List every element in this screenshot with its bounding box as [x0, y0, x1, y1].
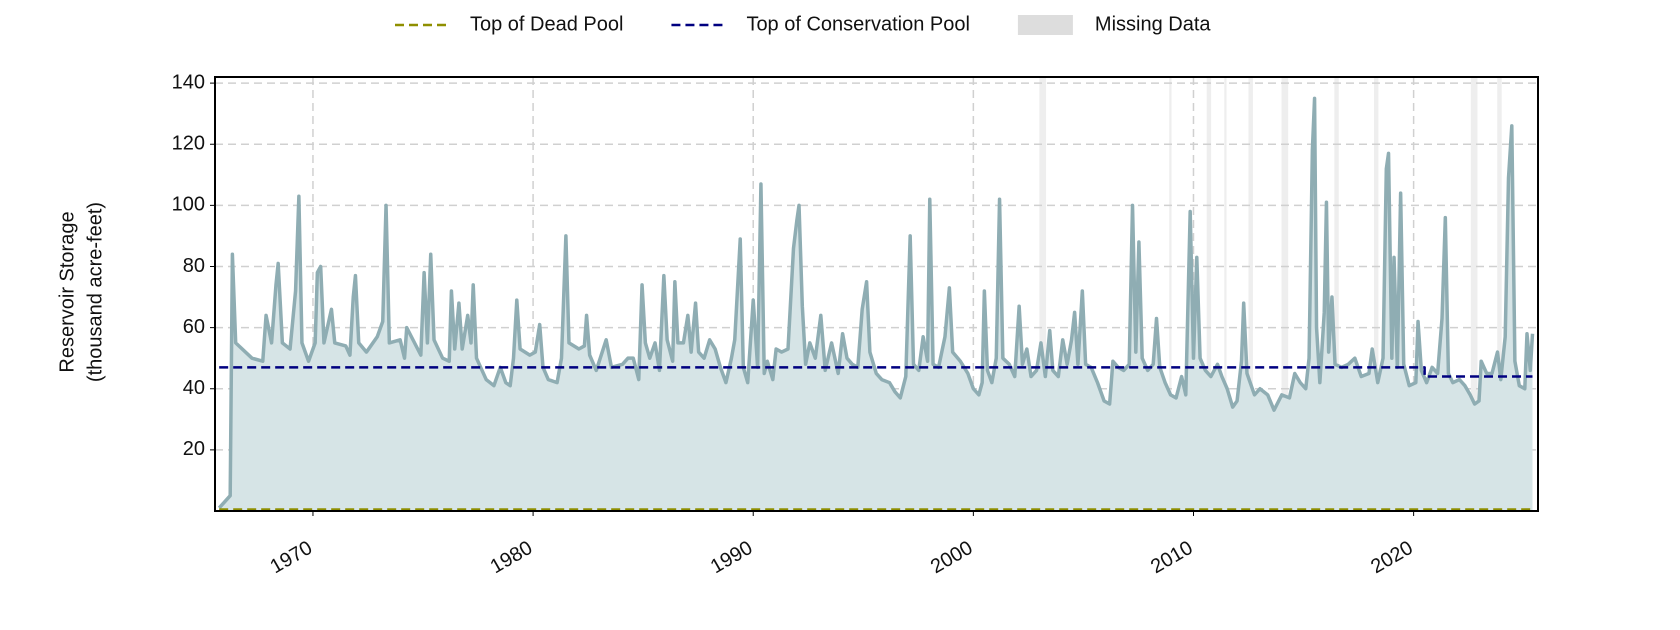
missing-span	[1248, 77, 1253, 511]
plot-frame	[214, 76, 1539, 512]
missing-span	[1334, 77, 1339, 511]
missing-span	[1169, 77, 1172, 511]
x-tick-label: 1980	[487, 537, 537, 578]
missing-span	[1374, 77, 1379, 511]
missing-span	[1039, 77, 1047, 511]
y-tick-label: 120	[172, 133, 205, 155]
y-axis-label-line: (thousand acre-feet)	[84, 202, 106, 382]
y-tick-label: 100	[172, 194, 205, 216]
x-tick-label: 1970	[267, 537, 317, 578]
missing-span	[1281, 77, 1289, 511]
x-tick-label: 1990	[707, 537, 757, 578]
y-tick-label: 60	[183, 316, 205, 338]
y-axis-label-line: Reservoir Storage	[56, 211, 78, 372]
x-tick-label: 2000	[927, 537, 977, 578]
legend-swatch	[1017, 15, 1073, 35]
y-axis-label: Reservoir Storage (thousand acre-feet)	[56, 202, 106, 382]
y-tick-label: 140	[172, 71, 205, 93]
legend-label: Top of Dead Pool	[470, 13, 623, 35]
line	[219, 366, 1533, 378]
missing-span	[1497, 77, 1502, 511]
y-tick-label: 20	[183, 438, 205, 460]
missing-span	[1206, 77, 1212, 511]
legend-label: Top of Conservation Pool	[746, 13, 969, 35]
x-tick-label: 2010	[1147, 537, 1197, 578]
legend-label: Missing Data	[1095, 13, 1211, 35]
area	[219, 98, 1533, 512]
missing-span	[1470, 77, 1478, 511]
missing-span	[1224, 77, 1227, 511]
y-tick-label: 80	[183, 255, 205, 277]
x-tick-label: 2020	[1367, 537, 1417, 578]
y-tick-label: 40	[183, 377, 205, 399]
line	[217, 96, 1535, 510]
